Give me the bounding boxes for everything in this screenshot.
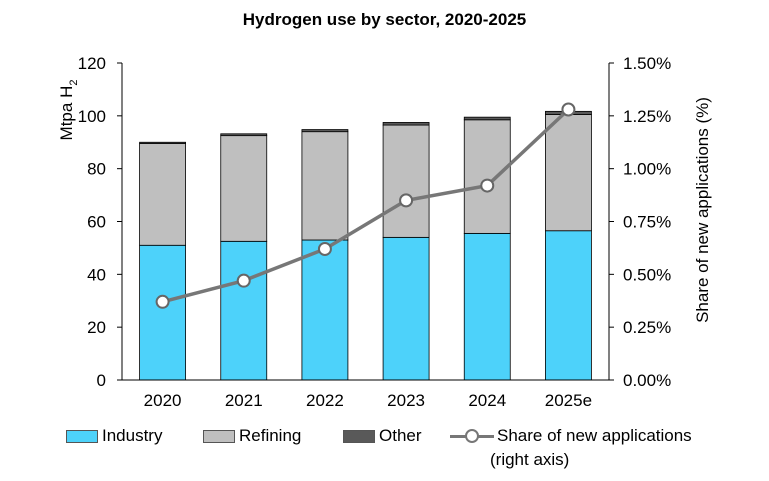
- legend-share-note: (right axis): [490, 450, 570, 469]
- bar-industry-2023: [382, 236, 430, 381]
- bar-refining-2024: [463, 119, 511, 234]
- y-tick-label: 60: [87, 213, 106, 232]
- y-tick-label: 80: [87, 160, 106, 179]
- y2-tick-label: 1.25%: [623, 107, 671, 126]
- y2-tick-label: 1.50%: [623, 54, 671, 73]
- y2-tick-label: 1.00%: [623, 160, 671, 179]
- y-axis-label: Mtpa H2: [57, 80, 80, 141]
- y2-tick-label: 0.25%: [623, 318, 671, 337]
- legend-other: Other: [343, 426, 422, 446]
- bar-refining-2023: [382, 124, 430, 238]
- legend-other-swatch: [343, 429, 375, 443]
- legend-refining-swatch: [203, 429, 235, 443]
- chart-svg: 0 20 40 60 80 100 120 0.00% 0.25% 0.50% 0.75% 1.00%…: [57, 54, 712, 410]
- bar-refining-2021: [220, 135, 268, 242]
- bar-refining-2025e: [545, 114, 592, 232]
- y-tick-label: 120: [78, 54, 106, 73]
- y2-axis-label: Share of new applications (%): [693, 97, 712, 323]
- bar-industry-2025e: [545, 230, 592, 381]
- legend-share-label: Share of new applications: [497, 426, 692, 445]
- x-tick-label: 2021: [225, 391, 263, 410]
- share-point-2020: [155, 294, 170, 309]
- legend-refining-label: Refining: [239, 426, 302, 445]
- x-tick-label: 2023: [387, 391, 425, 410]
- bar-industry-2022: [301, 239, 349, 381]
- bar-other-2021: [220, 133, 268, 137]
- y-tick-label: 20: [87, 318, 106, 337]
- x-tick-label: 2024: [468, 391, 506, 410]
- share-point-2025e: [561, 102, 576, 117]
- bar-other-2023: [382, 122, 430, 126]
- share-point-2022: [317, 241, 332, 256]
- x-tick-label: 2025e: [545, 391, 592, 410]
- y2-tick-label: 0.75%: [623, 213, 671, 232]
- bar-refining-2020: [139, 143, 186, 246]
- share-point-2024: [480, 178, 495, 193]
- y2-tick-label: 0.50%: [623, 265, 671, 284]
- y-tick-label: 100: [78, 107, 106, 126]
- bar-other-2024: [463, 116, 511, 121]
- y-tick-label: 0: [97, 371, 106, 390]
- legend-industry-label: Industry: [102, 426, 163, 445]
- share-point-2023: [399, 193, 414, 208]
- legend-refining: Refining: [203, 426, 301, 446]
- share-line: [162, 108, 570, 304]
- chart-title: Hydrogen use by sector, 2020-2025: [242, 10, 527, 29]
- bar-other-2020: [139, 141, 186, 144]
- legend-industry-swatch: [66, 429, 98, 443]
- legend: Industry Refining Other Share of new app…: [0, 426, 769, 476]
- legend-industry: Industry: [66, 426, 162, 446]
- x-tick-label: 2022: [306, 391, 344, 410]
- bar-industry-2020: [139, 244, 186, 381]
- legend-share-swatch: [450, 429, 494, 443]
- y-tick-label: 40: [87, 265, 106, 284]
- bar-industry-2021: [220, 240, 268, 381]
- bar-refining-2022: [301, 131, 349, 241]
- x-tick-label: 2020: [144, 391, 182, 410]
- legend-other-label: Other: [379, 426, 422, 445]
- bar-industry-2024: [463, 232, 511, 381]
- share-point-2021: [236, 273, 251, 288]
- legend-share: Share of new applications: [450, 426, 692, 446]
- y2-tick-label: 0.00%: [623, 371, 671, 390]
- bar-other-2022: [301, 129, 349, 133]
